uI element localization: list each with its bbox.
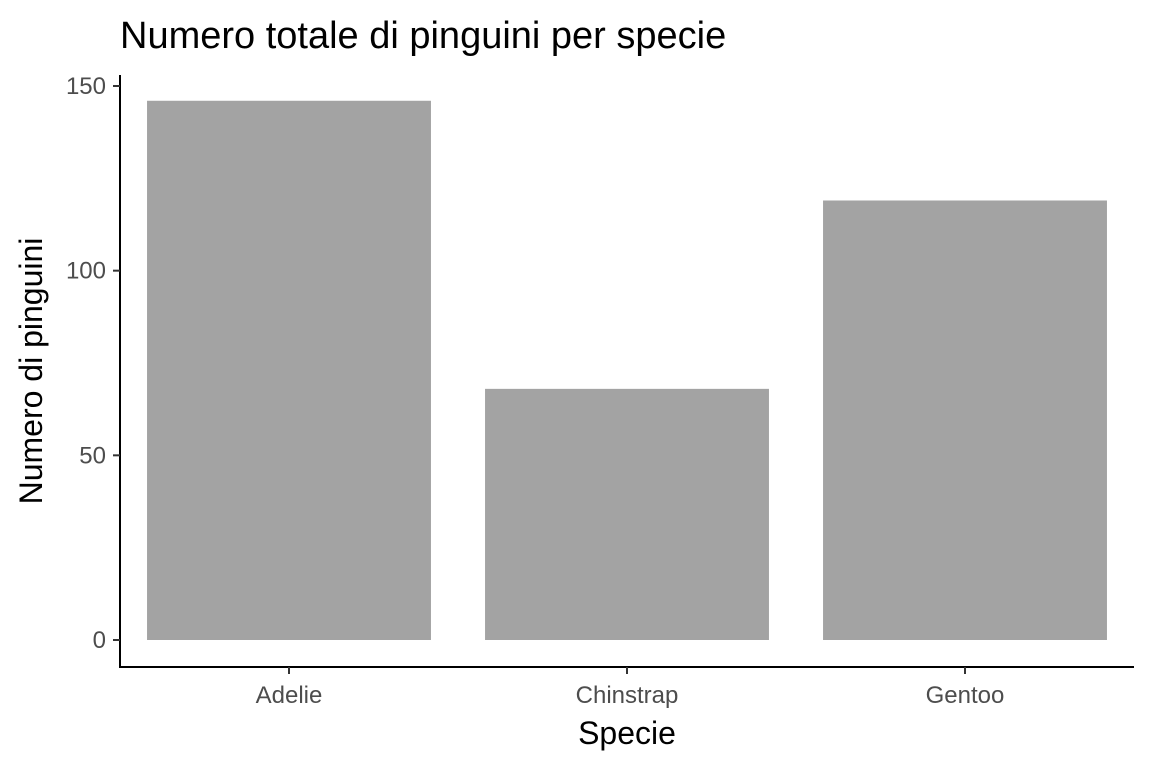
x-tick-label: Adelie xyxy=(256,682,323,709)
y-axis-title: Numero di pinguini xyxy=(13,238,49,505)
bar-adelie xyxy=(147,100,431,641)
chart-title: Numero totale di pinguini per specie xyxy=(120,15,726,57)
x-axis: Adelie Chinstrap Gentoo xyxy=(119,666,1134,709)
y-axis: 0 50 100 150 xyxy=(66,73,121,667)
bar-chinstrap xyxy=(485,388,769,640)
y-tick-label: 100 xyxy=(66,258,106,285)
bar-gentoo xyxy=(823,200,1107,640)
y-tick-label: 50 xyxy=(79,442,106,469)
x-tick-label: Chinstrap xyxy=(576,682,679,709)
bars-group xyxy=(147,100,1107,641)
x-axis-title: Specie xyxy=(578,715,676,751)
y-tick-label: 0 xyxy=(93,627,106,654)
x-tick-label: Gentoo xyxy=(926,682,1005,709)
y-tick-label: 150 xyxy=(66,73,106,100)
